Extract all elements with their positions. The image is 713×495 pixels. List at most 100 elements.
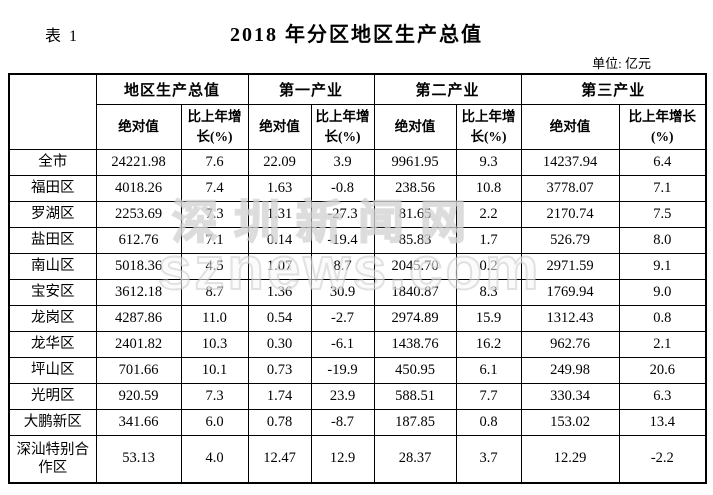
value-cell: 2.2 xyxy=(455,200,522,228)
value-cell: 28.37 xyxy=(373,434,457,484)
value-cell: -19.9 xyxy=(310,356,375,384)
value-cell: 1.63 xyxy=(247,174,312,202)
value-cell: 2971.59 xyxy=(520,252,620,280)
value-cell: 6.0 xyxy=(180,408,249,436)
value-cell: 13.4 xyxy=(618,408,707,436)
subheader-growth: 比上年增长(%) xyxy=(618,103,707,150)
value-cell: 701.66 xyxy=(95,356,182,384)
value-cell: 2253.69 xyxy=(95,200,182,228)
group-header-tertiary-industry: 第三产业 xyxy=(520,73,707,105)
value-cell: 450.95 xyxy=(373,356,457,384)
value-cell: 23.9 xyxy=(310,382,375,410)
value-cell: 3612.18 xyxy=(95,278,182,306)
value-cell: 3778.07 xyxy=(520,174,620,202)
value-cell: 7.3 xyxy=(180,382,249,410)
value-cell: 8.0 xyxy=(618,226,707,254)
value-cell: -2.7 xyxy=(310,304,375,332)
group-header-gdp: 地区生产总值 xyxy=(95,73,249,105)
region-cell: 龙华区 xyxy=(8,330,97,358)
value-cell: -2.2 xyxy=(618,434,707,484)
table-number-label: 表 1 xyxy=(45,28,80,45)
value-cell: 0.78 xyxy=(247,408,312,436)
corner-cell xyxy=(8,73,97,150)
table-row: 南山区 5018.36 4.5 1.07 8.7 2045.70 0.2 2971.59 9.1 xyxy=(8,252,707,280)
value-cell: 7.7 xyxy=(455,382,522,410)
value-cell: 341.66 xyxy=(95,408,182,436)
value-cell: 10.1 xyxy=(180,356,249,384)
region-cell: 福田区 xyxy=(8,174,97,202)
value-cell: -19.4 xyxy=(310,226,375,254)
table-row: 宝安区 3612.18 8.7 1.36 30.9 1840.87 8.3 1769.94 9.… xyxy=(8,278,707,306)
sub-header-row: 绝对值 比上年增长(%) 绝对值 比上年增长(%) 绝对值 比上年增长(%) 绝… xyxy=(9,103,707,150)
value-cell: 0.8 xyxy=(455,408,522,436)
value-cell: 85.83 xyxy=(373,226,457,254)
table-row: 罗湖区 2253.69 7.3 1.31 -27.3 81.65 2.2 2170.74 7.5 xyxy=(8,200,707,228)
value-cell: 81.65 xyxy=(373,200,457,228)
value-cell: 7.4 xyxy=(180,174,249,202)
table-row: 深汕特别合作区 53.13 4.0 12.47 12.9 28.37 3.7 12.29 -2.… xyxy=(8,434,707,484)
region-cell: 盐田区 xyxy=(8,226,97,254)
value-cell: 330.34 xyxy=(520,382,620,410)
region-cell: 龙岗区 xyxy=(8,304,97,332)
value-cell: 6.4 xyxy=(618,148,707,176)
value-cell: -8.7 xyxy=(310,408,375,436)
region-cell: 南山区 xyxy=(8,252,97,280)
table-row: 龙岗区 4287.86 11.0 0.54 -2.7 2974.89 15.9 1312.43… xyxy=(8,304,707,332)
value-cell: 10.3 xyxy=(180,330,249,358)
value-cell: 4.0 xyxy=(180,434,249,484)
value-cell: 0.54 xyxy=(247,304,312,332)
region-cell: 深汕特别合作区 xyxy=(8,434,97,484)
table-row: 全市 24221.98 7.6 22.09 3.9 9961.95 9.3 14237.94 6… xyxy=(8,148,707,176)
value-cell: 6.1 xyxy=(455,356,522,384)
value-cell: 22.09 xyxy=(247,148,312,176)
value-cell: 7.3 xyxy=(180,200,249,228)
subheader-growth: 比上年增长(%) xyxy=(310,103,375,150)
value-cell: 0.2 xyxy=(455,252,522,280)
value-cell: 7.6 xyxy=(180,148,249,176)
group-header-primary-industry: 第一产业 xyxy=(247,73,375,105)
value-cell: 14237.94 xyxy=(520,148,620,176)
value-cell: 5018.36 xyxy=(95,252,182,280)
value-cell: 3.9 xyxy=(310,148,375,176)
value-cell: 2170.74 xyxy=(520,200,620,228)
value-cell: 4018.26 xyxy=(95,174,182,202)
value-cell: 2974.89 xyxy=(373,304,457,332)
value-cell: -27.3 xyxy=(310,200,375,228)
value-cell: 0.30 xyxy=(247,330,312,358)
value-cell: -6.1 xyxy=(310,330,375,358)
region-cell: 罗湖区 xyxy=(8,200,97,228)
value-cell: 187.85 xyxy=(373,408,457,436)
value-cell: 1.74 xyxy=(247,382,312,410)
value-cell: 53.13 xyxy=(95,434,182,484)
value-cell: 9961.95 xyxy=(373,148,457,176)
value-cell: 2.1 xyxy=(618,330,707,358)
value-cell: 238.56 xyxy=(373,174,457,202)
region-cell: 坪山区 xyxy=(8,356,97,384)
value-cell: 1769.94 xyxy=(520,278,620,306)
value-cell: 10.8 xyxy=(455,174,522,202)
subheader-growth: 比上年增长(%) xyxy=(455,103,522,150)
table-row: 光明区 920.59 7.3 1.74 23.9 588.51 7.7 330.34 6.3 xyxy=(8,382,707,410)
value-cell: 1312.43 xyxy=(520,304,620,332)
value-cell: 3.7 xyxy=(455,434,522,484)
subheader-absolute-value: 绝对值 xyxy=(95,103,182,150)
value-cell: 24221.98 xyxy=(95,148,182,176)
value-cell: 6.3 xyxy=(618,382,707,410)
value-cell: 2401.82 xyxy=(95,330,182,358)
value-cell: 153.02 xyxy=(520,408,620,436)
value-cell: 11.0 xyxy=(180,304,249,332)
table-row: 福田区 4018.26 7.4 1.63 -0.8 238.56 10.8 3778.07 7.… xyxy=(8,174,707,202)
subheader-absolute-value: 绝对值 xyxy=(247,103,312,150)
value-cell: 7.1 xyxy=(618,174,707,202)
subheader-absolute-value: 绝对值 xyxy=(373,103,457,150)
unit-label: 单位: 亿元 xyxy=(592,56,651,71)
value-cell: 962.76 xyxy=(520,330,620,358)
value-cell: 7.1 xyxy=(180,226,249,254)
table-row: 大鹏新区 341.66 6.0 0.78 -8.7 187.85 0.8 153.02 13.4 xyxy=(8,408,707,436)
value-cell: 16.2 xyxy=(455,330,522,358)
table-row: 龙华区 2401.82 10.3 0.30 -6.1 1438.76 16.2 962.76 2… xyxy=(8,330,707,358)
subheader-growth: 比上年增长(%) xyxy=(180,103,249,150)
table-row: 坪山区 701.66 10.1 0.73 -19.9 450.95 6.1 249.98 20.… xyxy=(8,356,707,384)
value-cell: 0.14 xyxy=(247,226,312,254)
